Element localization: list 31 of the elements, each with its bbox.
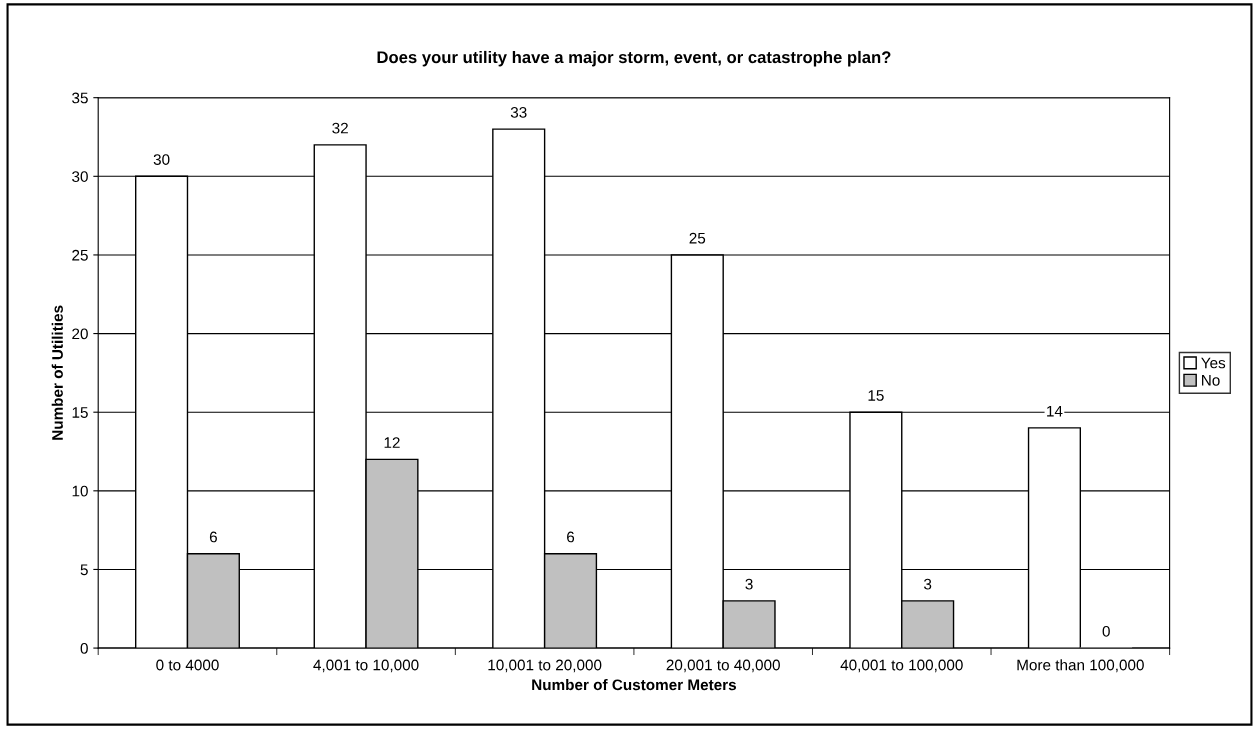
y-tick-label: 30: [72, 171, 88, 182]
data-label: 3: [923, 578, 932, 590]
y-tick-label: 25: [72, 249, 88, 261]
data-label: 0: [1102, 625, 1110, 637]
data-label: 14: [1047, 405, 1063, 417]
x-tick-label: 4,001 to 10,000: [313, 659, 419, 673]
x-tick-label: 10,001 to 20,000: [488, 659, 602, 673]
x-tick-label: 0 to 4000: [156, 659, 219, 671]
y-tick-label: 35: [72, 92, 88, 104]
legend-label: No: [1202, 375, 1220, 386]
data-label: 25: [689, 232, 706, 244]
x-tick-label: 20,001 to 40,000: [666, 659, 780, 673]
data-label: 12: [384, 437, 400, 448]
data-label: 3: [745, 578, 753, 590]
y-tick-label: 10: [72, 485, 88, 497]
chart-title: Does your utility have a major storm, event, or catastrophe plan?: [377, 50, 891, 67]
legend-label: Yes: [1201, 357, 1226, 369]
y-tick-label: 15: [72, 407, 88, 418]
y-tick-label: 5: [80, 564, 88, 576]
data-label: 6: [567, 531, 575, 543]
x-tick-label: More than 100,000: [1017, 659, 1144, 673]
data-label: 33: [510, 106, 527, 118]
data-label: 15: [868, 390, 884, 401]
y-axis-title: Number of Utilities: [51, 305, 63, 440]
x-tick-label: 40,001 to 100,000: [840, 659, 963, 673]
data-label: 32: [332, 122, 348, 134]
data-label: 6: [209, 531, 217, 543]
x-axis-title: Number of Customer Meters: [532, 678, 736, 691]
y-tick-label: 0: [80, 642, 88, 654]
data-label: 30: [153, 154, 170, 165]
y-tick-label: 20: [72, 328, 88, 340]
